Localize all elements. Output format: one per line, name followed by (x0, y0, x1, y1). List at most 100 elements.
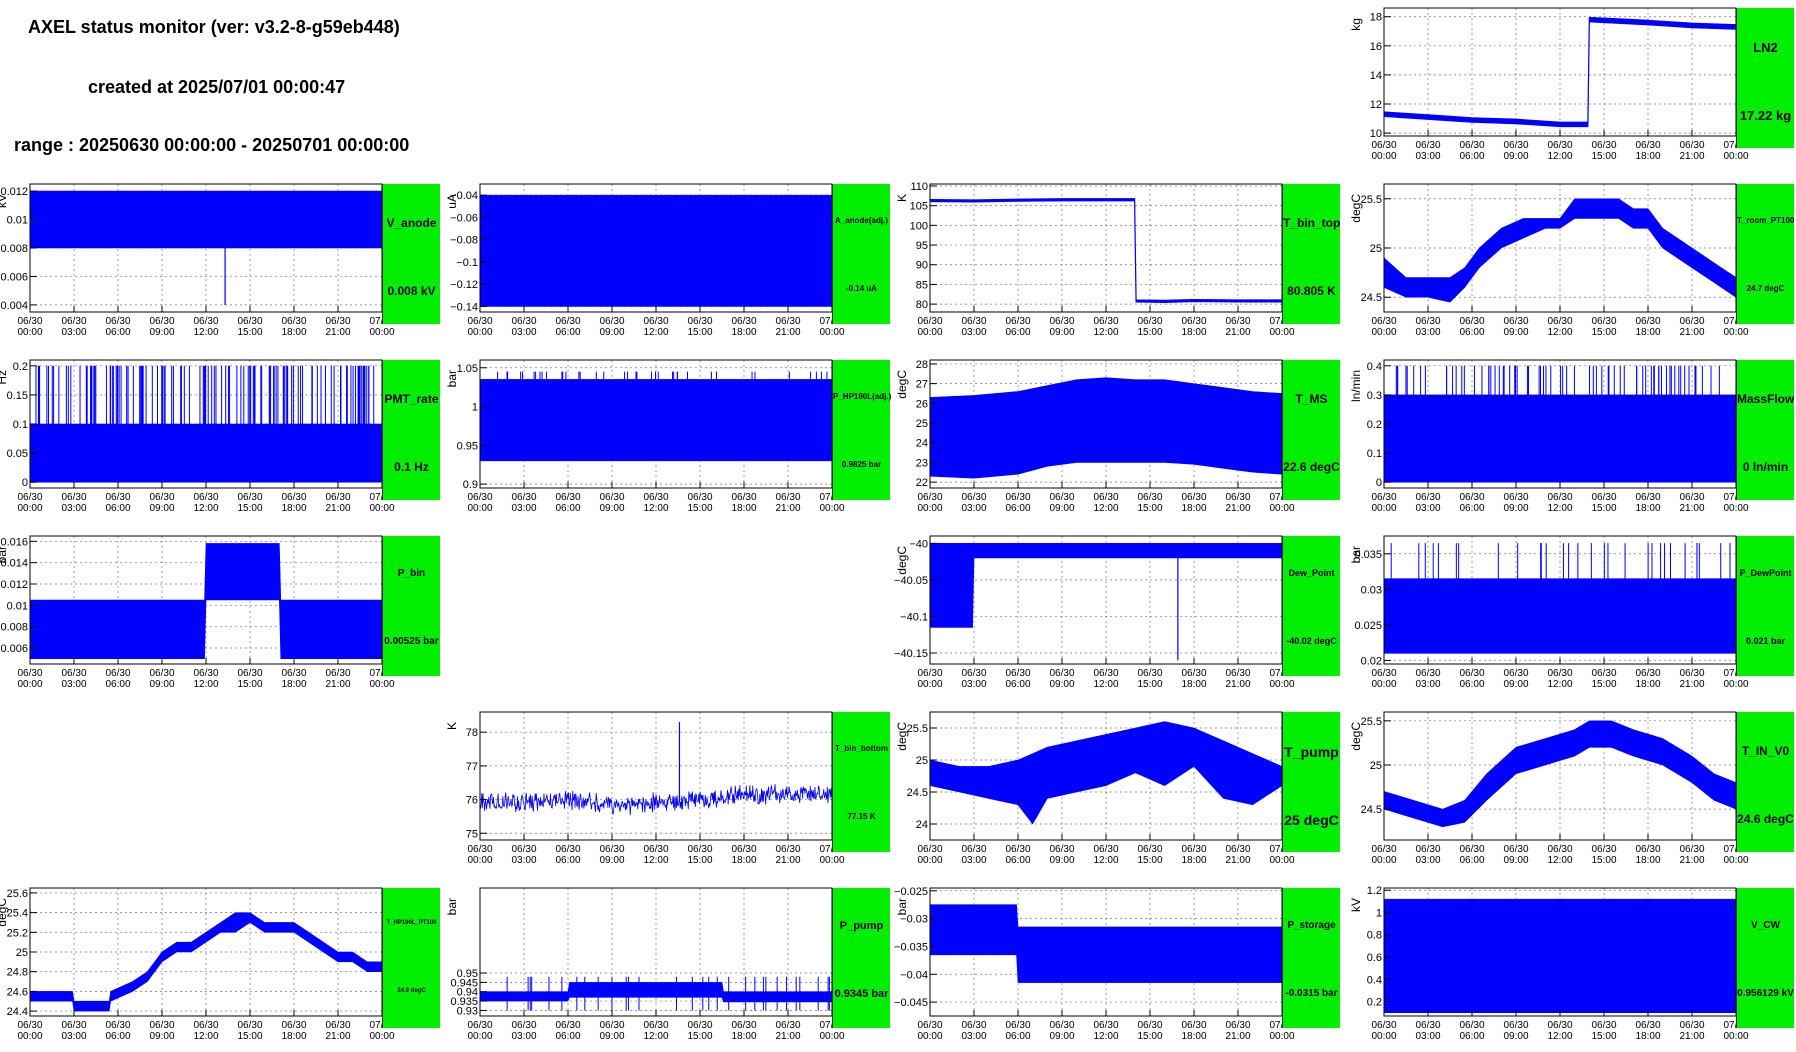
y-tick-label: 80 (916, 299, 928, 311)
x-tick-label-date: 06/30 (1679, 668, 1704, 679)
x-tick-label-time: 09:00 (1049, 1031, 1074, 1042)
y-tick-label: −0.025 (894, 886, 928, 898)
x-tick-label-date: 06/30 (1547, 1020, 1572, 1031)
x-tick-label-time: 09:00 (1049, 327, 1074, 338)
x-tick-label-time: 21:00 (325, 1031, 350, 1042)
chart-svg: 0.90.9511.05bar06/3000:0006/3003:0006/30… (445, 359, 845, 514)
chart-svg: 0.020.0250.030.035bar06/3000:0006/3003:0… (1349, 535, 1749, 690)
x-tick-label-time: 09:00 (599, 327, 624, 338)
series-band (480, 982, 832, 1003)
x-tick-label-time: 00:00 (819, 327, 844, 338)
status-value: 25 degC (1284, 812, 1339, 828)
status-box: A_anode(adj.) -0.14 uA (832, 184, 890, 324)
x-tick-label-time: 00:00 (369, 327, 394, 338)
x-tick-label-time: 18:00 (731, 1031, 756, 1042)
x-tick-label-time: 21:00 (1679, 151, 1704, 162)
y-tick-label: −40.1 (900, 611, 928, 623)
x-tick-label-time: 15:00 (687, 503, 712, 514)
status-box: T_IN_V0 24.6 degC (1736, 712, 1794, 852)
status-name: T_IN_V0 (1741, 744, 1790, 758)
x-tick-label-date: 06/30 (61, 668, 86, 679)
panel-t-room-pt100: 24.5 25 25.5 degC 06/30 00:00 06/30 03:00 06/30 0… (1349, 183, 1794, 344)
x-tick-label-time: 03:00 (61, 1031, 86, 1042)
series-band (30, 543, 382, 659)
x-tick-label-time: 12:00 (1547, 679, 1572, 690)
x-tick-label-time: 00:00 (1723, 503, 1748, 514)
status-box: Dew_Point -40.02 degC (1282, 536, 1340, 676)
panel-v-anode: 0.004 0.006 0.008 0.01 0.012 kV 06/30 00:00 06/3… (0, 183, 440, 344)
x-tick-label-date: 06/30 (1181, 844, 1206, 855)
x-tick-label-date: 06/30 (1371, 844, 1396, 855)
status-name: LN2 (1753, 40, 1778, 55)
x-tick-label-date: 06/30 (149, 492, 174, 503)
x-tick-label-date: 06/30 (1181, 492, 1206, 503)
x-tick-label-time: 21:00 (325, 327, 350, 338)
time-range: range : 20250630 00:00:00 - 20250701 00:… (14, 135, 410, 155)
x-tick-label-date: 06/30 (1591, 492, 1616, 503)
x-tick-label-date: 06/30 (731, 1020, 756, 1031)
x-tick-label-date: 06/30 (237, 316, 262, 327)
x-tick-label-date: 06/30 (1679, 140, 1704, 151)
x-tick-label-time: 03:00 (1415, 679, 1440, 690)
y-tick-label: 0.035 (1354, 549, 1382, 561)
y-tick-label: 0.15 (7, 390, 28, 402)
y-tick-label: 14 (1370, 70, 1382, 82)
y-tick-label: −0.06 (450, 212, 478, 224)
x-tick-label-date: 06/30 (1503, 844, 1528, 855)
status-value: 22.6 degC (1283, 460, 1340, 474)
x-tick-label-date: 06/30 (1093, 1020, 1118, 1031)
y-axis-label: K (445, 722, 459, 730)
status-value: 0.956129 kV (1737, 988, 1794, 999)
x-tick-label-date: 06/30 (1371, 492, 1396, 503)
x-tick-label-date: 06/30 (1679, 844, 1704, 855)
x-tick-label-time: 21:00 (1679, 1031, 1704, 1042)
x-tick-label-time: 09:00 (149, 503, 174, 514)
x-tick-label-date: 06/30 (555, 316, 580, 327)
x-tick-label-date: 06/30 (193, 668, 218, 679)
x-tick-label-time: 09:00 (1049, 503, 1074, 514)
y-axis-label: degC (1349, 722, 1363, 751)
status-box: T_bin_top 80.805 K (1282, 184, 1340, 324)
y-tick-label: 0.008 (0, 622, 28, 634)
x-tick-label-date: 06/30 (281, 492, 306, 503)
x-tick-label-time: 09:00 (1503, 855, 1528, 866)
x-tick-label-time: 06:00 (105, 327, 130, 338)
x-tick-label-time: 21:00 (1679, 327, 1704, 338)
series-band (30, 912, 382, 1012)
y-axis-label: bar (445, 898, 459, 915)
x-tick-label-date: 06/30 (643, 844, 668, 855)
x-tick-label-date: 06/30 (149, 1020, 174, 1031)
x-tick-label-time: 09:00 (599, 503, 624, 514)
y-tick-label: 0.95 (457, 440, 478, 452)
x-tick-label-date: 06/30 (1547, 492, 1572, 503)
x-tick-label-date: 06/30 (917, 668, 942, 679)
x-tick-label-date: 06/30 (687, 844, 712, 855)
series-band (930, 377, 1282, 479)
series-layer (930, 904, 1282, 983)
x-tick-label-time: 15:00 (687, 1031, 712, 1042)
x-tick-label-time: 03:00 (961, 855, 986, 866)
x-tick-label-time: 09:00 (149, 327, 174, 338)
x-tick-label-date: 06/30 (731, 316, 756, 327)
x-tick-label-time: 09:00 (1049, 679, 1074, 690)
x-tick-label-date: 06/30 (1459, 316, 1484, 327)
series-band (1384, 720, 1736, 828)
x-tick-label-time: 06:00 (1005, 327, 1030, 338)
x-tick-label-date: 06/30 (1049, 668, 1074, 679)
series-layer (30, 543, 382, 659)
x-tick-label-time: 15:00 (237, 503, 262, 514)
x-tick-label-time: 06:00 (1005, 503, 1030, 514)
x-tick-label-time: 06:00 (555, 855, 580, 866)
x-tick-label-time: 06:00 (1005, 679, 1030, 690)
series-band (480, 194, 832, 307)
x-tick-label-time: 15:00 (1137, 679, 1162, 690)
x-tick-label-date: 06/30 (643, 316, 668, 327)
x-tick-label-date: 06/30 (643, 492, 668, 503)
x-tick-label-date: 06/30 (1635, 668, 1660, 679)
x-tick-label-date: 06/30 (1371, 140, 1396, 151)
x-tick-label-time: 00:00 (1371, 327, 1396, 338)
x-tick-label-date: 06/30 (1591, 844, 1616, 855)
x-tick-label-time: 09:00 (1503, 679, 1528, 690)
y-tick-label: 24 (916, 819, 928, 831)
status-value: 0.00525 bar (384, 636, 439, 647)
